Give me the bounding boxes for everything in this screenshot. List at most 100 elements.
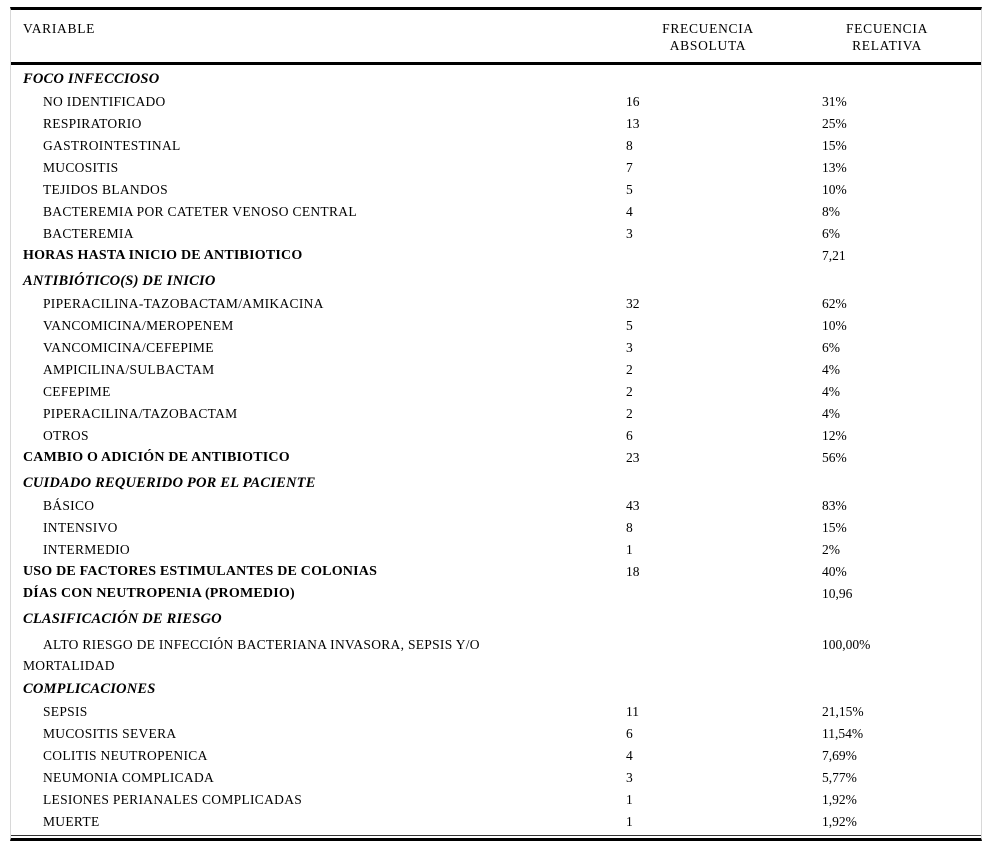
- table-row: VANCOMICINA/MEROPENEM 5 10%: [11, 315, 981, 337]
- row-label: BACTEREMIA: [43, 226, 134, 241]
- row-label: TEJIDOS BLANDOS: [43, 182, 168, 197]
- relative-value: 11,54%: [822, 726, 864, 741]
- absolute-value: 3: [626, 226, 633, 241]
- row-label: USO DE FACTORES ESTIMULANTES DE COLONIAS: [23, 564, 378, 579]
- row-label-cell: GASTROINTESTINAL: [11, 135, 623, 157]
- row-label-cell: VANCOMICINA/MEROPENEM: [11, 315, 623, 337]
- absolute-value: 8: [626, 520, 633, 535]
- row-label: RESPIRATORIO: [43, 116, 142, 131]
- row-label: PIPERACILINA-TAZOBACTAM/AMIKACINA: [43, 296, 324, 311]
- table-row: VANCOMICINA/CEFEPIME 3 6%: [11, 337, 981, 359]
- absolute-value: 11: [626, 704, 639, 719]
- absolute-value: 5: [626, 182, 633, 197]
- row-label: ALTO RIESGO DE INFECCIÓN BACTERIANA INVA…: [43, 637, 480, 652]
- relative-value: 12%: [822, 428, 847, 443]
- column-header-relative-line1: FECUENCIA: [845, 21, 929, 36]
- row-label: LESIONES PERIANALES COMPLICADAS: [43, 792, 303, 807]
- relative-value: 13%: [822, 160, 847, 175]
- relative-value: 10%: [822, 182, 847, 197]
- relative-value: 8%: [822, 204, 840, 219]
- absolute-value: 7: [626, 160, 633, 175]
- table-row: AMPICILINA/SULBACTAM 2 4%: [11, 359, 981, 381]
- row-label-cell: BACTEREMIA POR CATETER VENOSO CENTRAL: [11, 201, 623, 223]
- absolute-value: 23: [626, 450, 640, 465]
- absolute-value: 6: [626, 428, 633, 443]
- table-row: FOCO INFECCIOSO: [11, 65, 981, 91]
- row-label-cell: USO DE FACTORES ESTIMULANTES DE COLONIAS: [11, 561, 623, 583]
- relative-value: 6%: [822, 340, 840, 355]
- relative-value: 40%: [822, 564, 847, 579]
- table-row: INTENSIVO 8 15%: [11, 517, 981, 539]
- row-label: PIPERACILINA/TAZOBACTAM: [43, 406, 238, 421]
- column-header-variable: VARIABLE: [23, 21, 96, 36]
- relative-value: 4%: [822, 362, 840, 377]
- table-row: DÍAS CON NEUTROPENIA (PROMEDIO) 10,96: [11, 583, 981, 605]
- table-header-row: VARIABLE FRECUENCIA ABSOLUTA FECUENCIA R…: [11, 10, 981, 65]
- row-label: COLITIS NEUTROPENICA: [43, 748, 208, 763]
- bottom-double-rule: [11, 835, 981, 838]
- row-label-cell: NEUMONIA COMPLICADA: [11, 767, 623, 789]
- row-label-cell: PIPERACILINA/TAZOBACTAM: [11, 403, 623, 425]
- column-header-relative-line2: RELATIVA: [852, 38, 922, 53]
- row-label-wrap-line: MORTALIDAD: [23, 658, 115, 673]
- row-label: AMPICILINA/SULBACTAM: [43, 362, 215, 377]
- absolute-value: 1: [626, 814, 633, 829]
- table-row: MUERTE 1 1,92%: [11, 811, 981, 833]
- row-label: NO IDENTIFICADO: [43, 94, 166, 109]
- relative-value: 7,21: [822, 248, 846, 263]
- row-label-cell: INTENSIVO: [11, 517, 623, 539]
- table-row: MUCOSITIS SEVERA 6 11,54%: [11, 723, 981, 745]
- table-row: SEPSIS 11 21,15%: [11, 701, 981, 723]
- row-label-cell: CEFEPIME: [11, 381, 623, 403]
- table-row: LESIONES PERIANALES COMPLICADAS 1 1,92%: [11, 789, 981, 811]
- row-label-cell: MUCOSITIS SEVERA: [11, 723, 623, 745]
- row-label: COMPLICACIONES: [23, 681, 156, 697]
- row-label-cell: FOCO INFECCIOSO: [11, 65, 623, 93]
- relative-value: 25%: [822, 116, 847, 131]
- table-row: ALTO RIESGO DE INFECCIÓN BACTERIANA INVA…: [11, 631, 981, 675]
- absolute-value: 3: [626, 340, 633, 355]
- absolute-value: 2: [626, 362, 633, 377]
- row-label: CUIDADO REQUERIDO POR EL PACIENTE: [23, 475, 316, 491]
- relative-value: 21,15%: [822, 704, 864, 719]
- row-label: MUERTE: [43, 814, 100, 829]
- table-row: NEUMONIA COMPLICADA 3 5,77%: [11, 767, 981, 789]
- row-label-cell: BÁSICO: [11, 495, 623, 517]
- table-row: COMPLICACIONES: [11, 675, 981, 701]
- row-label-cell: NO IDENTIFICADO: [11, 91, 623, 113]
- row-label: SEPSIS: [43, 704, 88, 719]
- table-row: CEFEPIME 2 4%: [11, 381, 981, 403]
- row-label: MUCOSITIS SEVERA: [43, 726, 177, 741]
- absolute-value: 16: [626, 94, 640, 109]
- table-row: BÁSICO 43 83%: [11, 495, 981, 517]
- row-label-cell: ANTIBIÓTICO(S) DE INICIO: [11, 267, 623, 295]
- row-label: VANCOMICINA/CEFEPIME: [43, 340, 214, 355]
- table-row: MUCOSITIS 7 13%: [11, 157, 981, 179]
- absolute-value: [623, 631, 793, 634]
- row-label: CEFEPIME: [43, 384, 111, 399]
- row-label: HORAS HASTA INICIO DE ANTIBIOTICO: [23, 248, 303, 263]
- absolute-value: 1: [626, 792, 633, 807]
- row-label-cell: INTERMEDIO: [11, 539, 623, 561]
- relative-value: 15%: [822, 138, 847, 153]
- table-row: HORAS HASTA INICIO DE ANTIBIOTICO 7,21: [11, 245, 981, 267]
- row-label-cell: CAMBIO O ADICIÓN DE ANTIBIOTICO: [11, 447, 623, 469]
- absolute-value: 4: [626, 748, 633, 763]
- table-row: PIPERACILINA-TAZOBACTAM/AMIKACINA 32 62%: [11, 293, 981, 315]
- row-label: ANTIBIÓTICO(S) DE INICIO: [23, 273, 216, 289]
- absolute-value: 2: [626, 406, 633, 421]
- absolute-value: 8: [626, 138, 633, 153]
- column-header-relative-frequency: FECUENCIA RELATIVA: [793, 20, 981, 54]
- absolute-value: 5: [626, 318, 633, 333]
- row-label: INTERMEDIO: [43, 542, 130, 557]
- row-label-cell: CLASIFICACIÓN DE RIESGO: [11, 605, 623, 633]
- row-label: VANCOMICINA/MEROPENEM: [43, 318, 234, 333]
- relative-value: 1,92%: [822, 814, 857, 829]
- row-label: OTROS: [43, 428, 89, 443]
- row-label: BÁSICO: [43, 498, 95, 513]
- column-header-absolute-line2: ABSOLUTA: [669, 38, 747, 53]
- row-label-cell: OTROS: [11, 425, 623, 447]
- absolute-value: 1: [626, 542, 633, 557]
- relative-value: 7,69%: [822, 748, 857, 763]
- row-label: NEUMONIA COMPLICADA: [43, 770, 215, 785]
